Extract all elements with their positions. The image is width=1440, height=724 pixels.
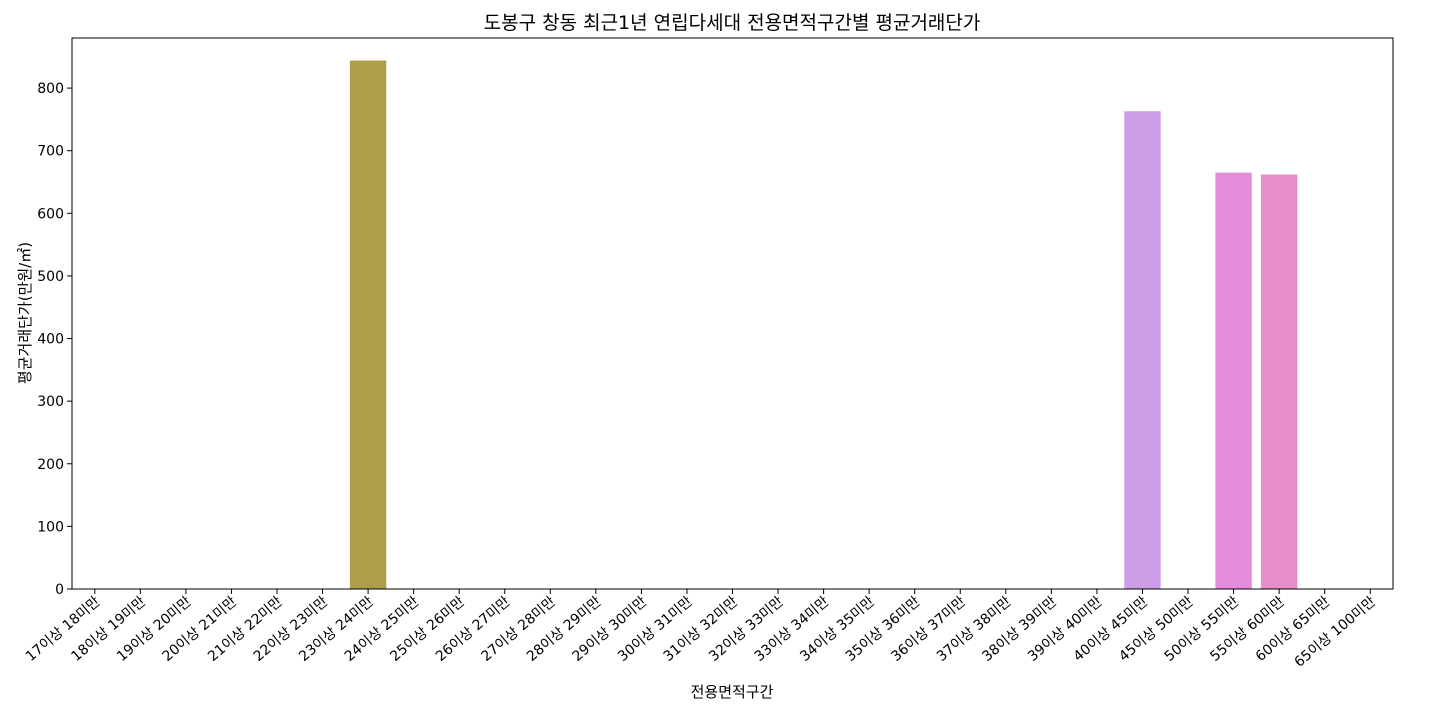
y-tick-label: 500 [37,269,64,285]
bar [1215,172,1252,589]
y-tick-label: 400 [37,332,64,348]
y-axis-label: 평균거래단가(만원/㎡) [16,242,34,384]
bar [1260,174,1298,589]
y-axis: 0 100 200 300 400 500 600 700 800 [37,81,72,598]
plot-area [71,37,1394,590]
y-tick-label: 800 [37,81,64,97]
y-tick-label: 300 [37,394,64,410]
chart-title: 도봉구 창동 최근1년 연립다세대 전용면적구간별 평균거래단가 [484,12,981,34]
x-tick-label: 65이상 100미만 [1292,594,1379,671]
bar [1124,111,1161,589]
y-tick-label: 100 [37,519,64,535]
y-tick-label: 700 [37,144,64,160]
y-tick-label: 600 [37,206,64,222]
bar [349,60,387,590]
y-tick-label: 200 [37,457,64,473]
y-tick-label: 0 [55,582,64,598]
bars-layer [349,60,1298,590]
x-axis-label: 전용면적구간 [691,683,774,701]
